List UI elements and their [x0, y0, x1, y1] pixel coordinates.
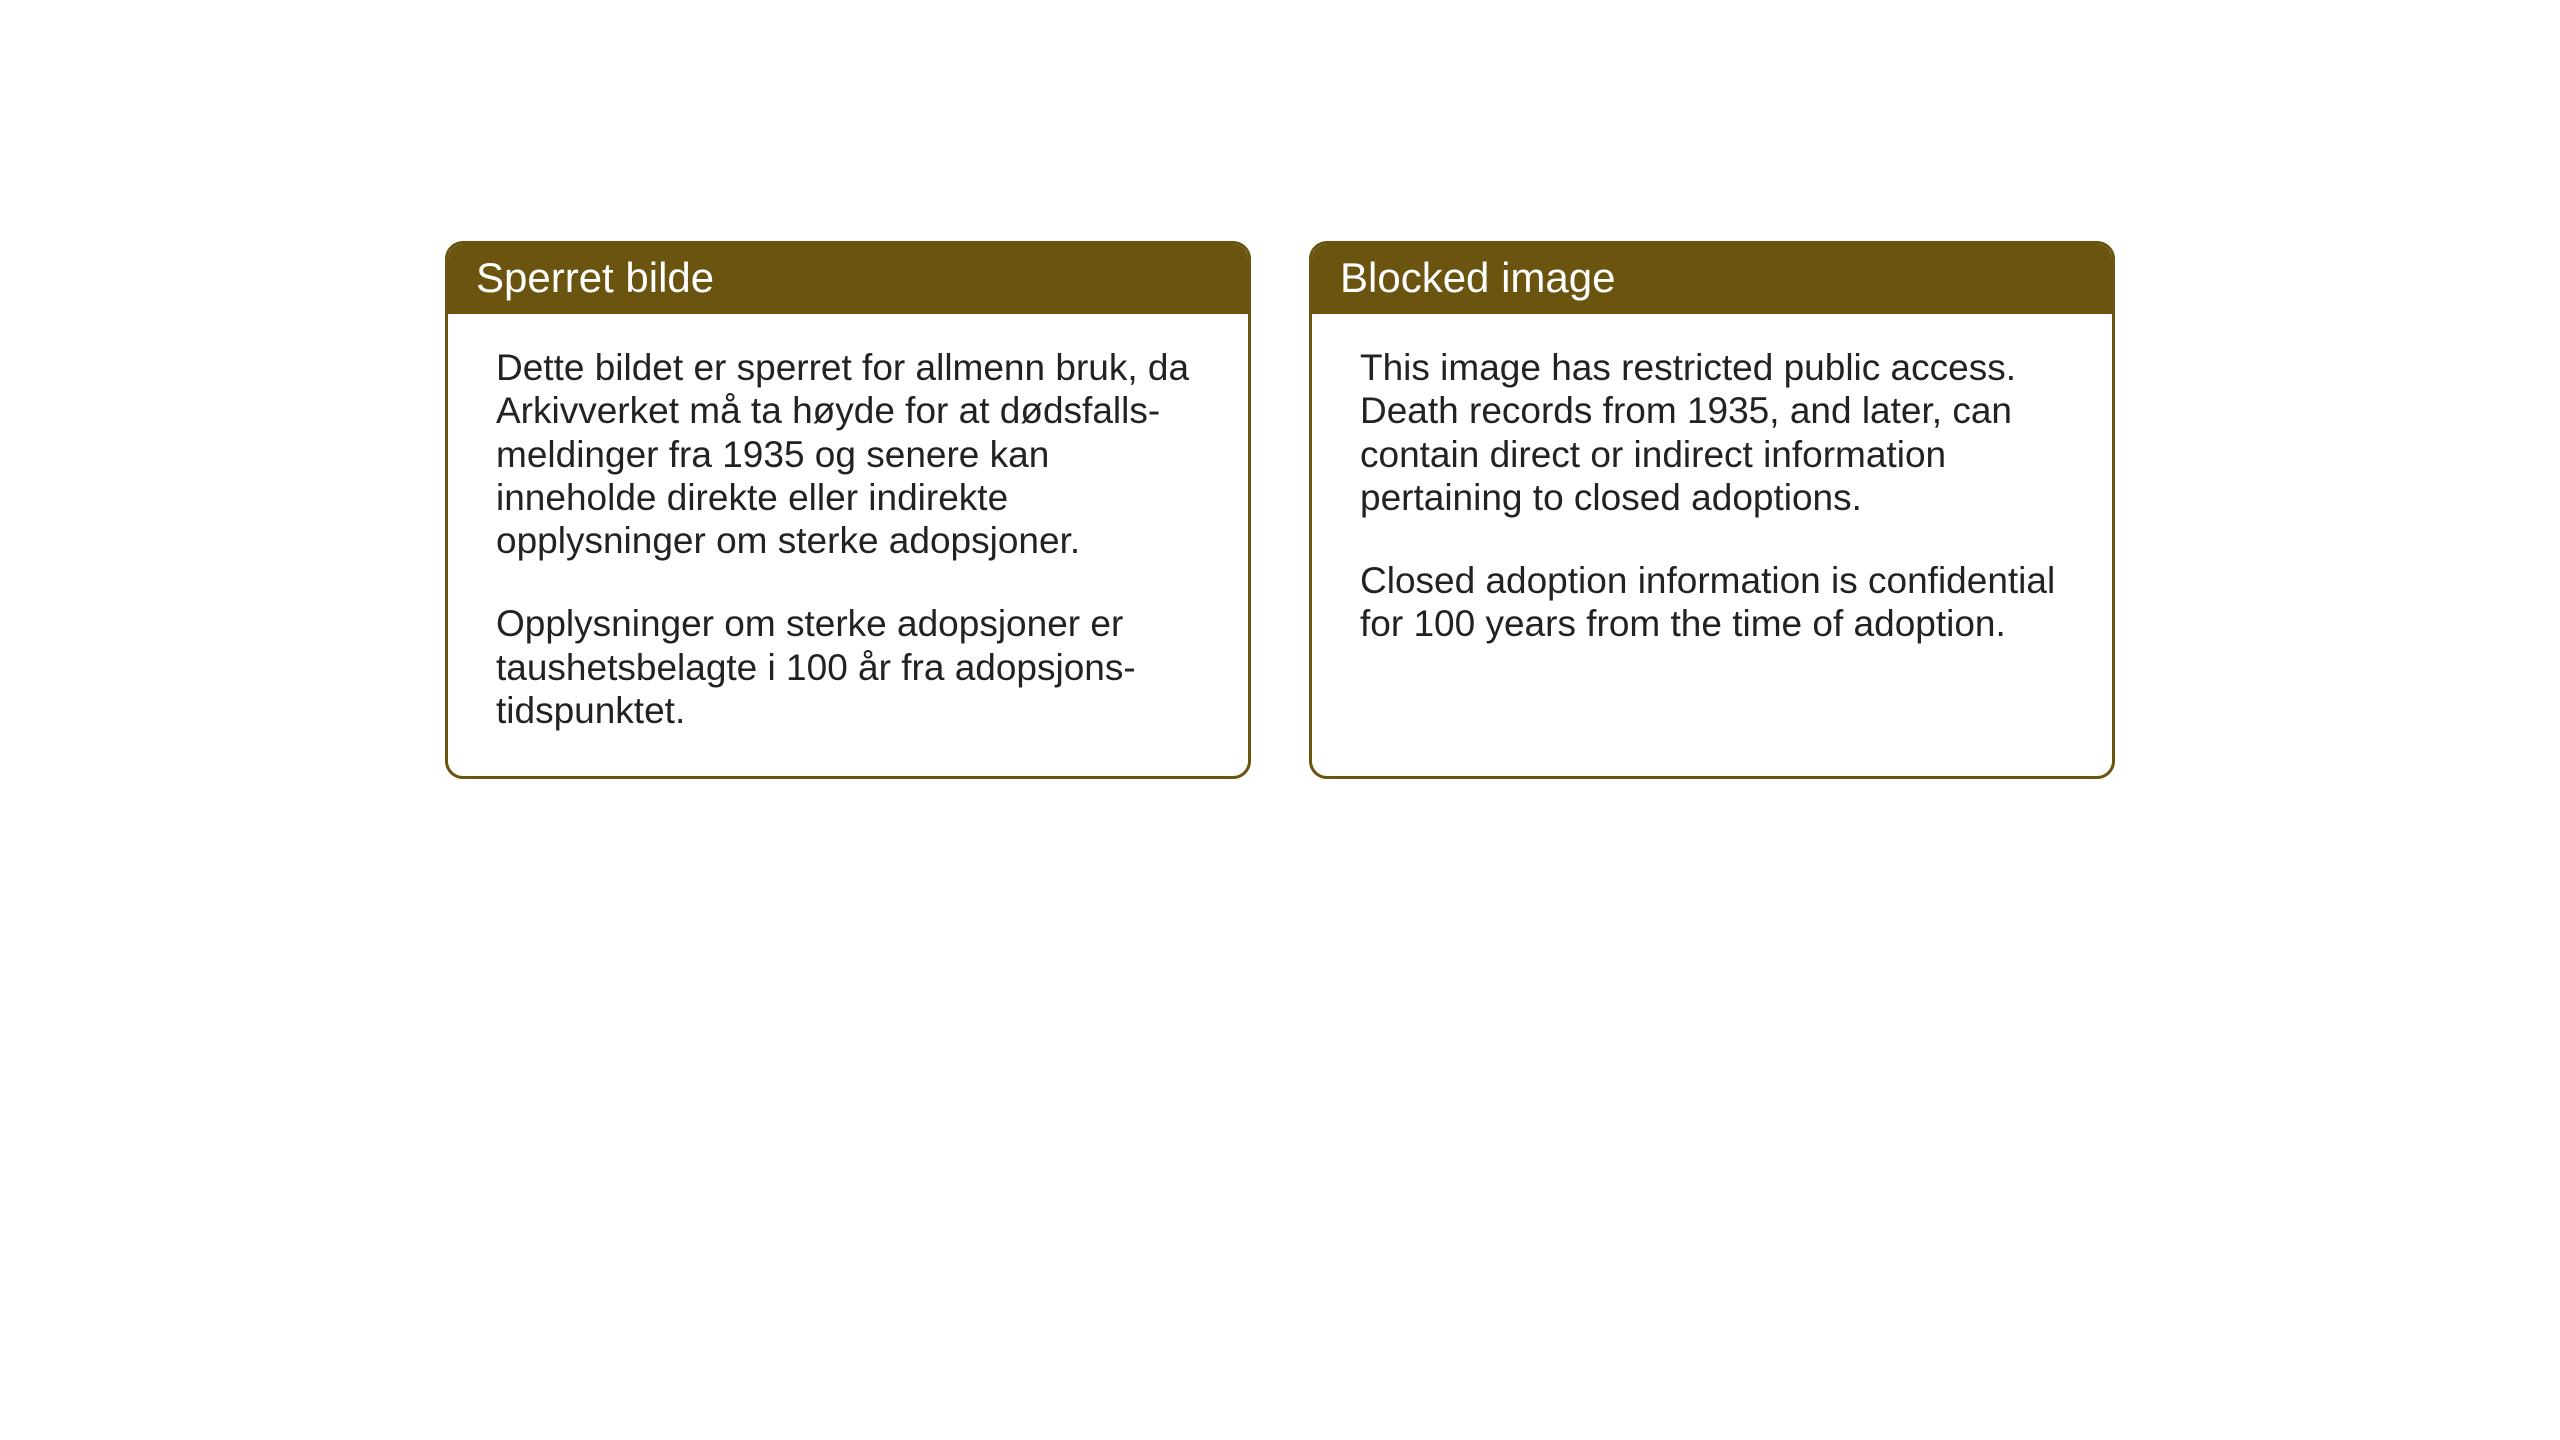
card-paragraph-1-english: This image has restricted public access.…	[1360, 346, 2064, 519]
card-title-english: Blocked image	[1340, 254, 1615, 301]
card-paragraph-2-norwegian: Opplysninger om sterke adopsjoner er tau…	[496, 602, 1200, 732]
card-header-norwegian: Sperret bilde	[448, 244, 1248, 314]
card-body-norwegian: Dette bildet er sperret for allmenn bruk…	[448, 314, 1248, 776]
card-paragraph-2-english: Closed adoption information is confident…	[1360, 559, 2064, 646]
card-paragraph-1-norwegian: Dette bildet er sperret for allmenn bruk…	[496, 346, 1200, 562]
cards-container: Sperret bilde Dette bildet er sperret fo…	[445, 241, 2115, 779]
card-body-english: This image has restricted public access.…	[1312, 314, 2112, 690]
card-english: Blocked image This image has restricted …	[1309, 241, 2115, 779]
card-title-norwegian: Sperret bilde	[476, 254, 714, 301]
card-norwegian: Sperret bilde Dette bildet er sperret fo…	[445, 241, 1251, 779]
card-header-english: Blocked image	[1312, 244, 2112, 314]
